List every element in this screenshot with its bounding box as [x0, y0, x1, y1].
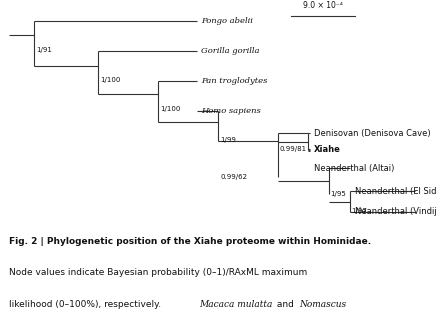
Text: Neanderthal (El Sidron): Neanderthal (El Sidron): [355, 187, 436, 196]
Text: 0.99/81: 0.99/81: [280, 146, 307, 152]
Text: Xiahe: Xiahe: [314, 145, 341, 154]
Text: 1/99: 1/99: [220, 137, 236, 143]
Text: Gorilla gorilla: Gorilla gorilla: [201, 47, 259, 55]
Text: 1/97: 1/97: [351, 208, 367, 214]
Text: Pongo abelii: Pongo abelii: [201, 17, 253, 25]
Text: 1/100: 1/100: [160, 106, 181, 112]
Text: Nomascus: Nomascus: [300, 300, 347, 309]
Text: Macaca mulatta: Macaca mulatta: [199, 300, 272, 309]
Text: Homo sapiens: Homo sapiens: [201, 108, 261, 116]
Text: Fig. 2 | Phylogenetic position of the Xiahe proteome within Hominidae.: Fig. 2 | Phylogenetic position of the Xi…: [9, 237, 371, 246]
Text: Neanderthal (Altai): Neanderthal (Altai): [314, 164, 395, 173]
Text: Node values indicate Bayesian probability (0–1)/RAxML maximum: Node values indicate Bayesian probabilit…: [9, 268, 307, 277]
Text: Neanderthal (Vindija): Neanderthal (Vindija): [355, 208, 436, 216]
Text: 1/95: 1/95: [330, 192, 346, 198]
Text: and: and: [274, 300, 296, 309]
Text: 9.0 × 10⁻⁴: 9.0 × 10⁻⁴: [303, 1, 343, 10]
Text: 0.99/62: 0.99/62: [220, 174, 247, 180]
Text: Denisovan (Denisova Cave): Denisovan (Denisova Cave): [314, 129, 431, 138]
Text: likelihood (0–100%), respectively.: likelihood (0–100%), respectively.: [9, 300, 164, 309]
Text: 1/91: 1/91: [36, 47, 52, 53]
Text: 1/100: 1/100: [100, 77, 121, 83]
Text: Pan troglodytes: Pan troglodytes: [201, 77, 267, 85]
